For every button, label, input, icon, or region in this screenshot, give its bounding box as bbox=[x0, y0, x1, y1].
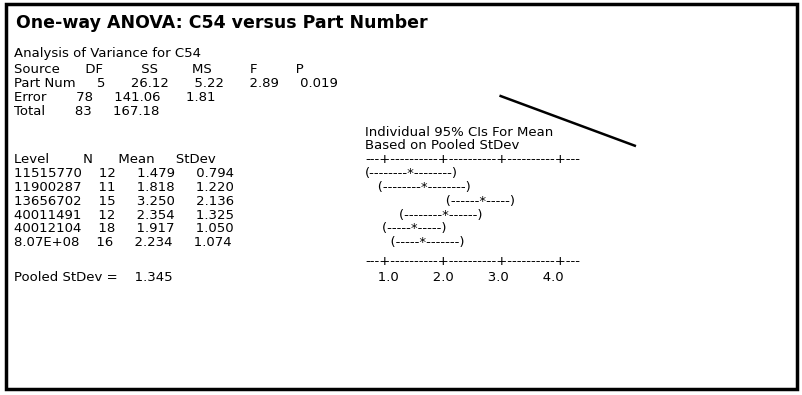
Text: Individual 95% CIs For Mean: Individual 95% CIs For Mean bbox=[365, 126, 553, 139]
Text: ---+----------+----------+----------+---: ---+----------+----------+----------+--- bbox=[365, 153, 580, 166]
Text: (------*-----): (------*-----) bbox=[365, 195, 515, 208]
Text: (--------*--------): (--------*--------) bbox=[365, 167, 458, 180]
Text: 11900287    11     1.818     1.220: 11900287 11 1.818 1.220 bbox=[14, 181, 234, 194]
Text: Pooled StDev =    1.345: Pooled StDev = 1.345 bbox=[14, 271, 173, 284]
Text: (--------*--------): (--------*--------) bbox=[365, 181, 471, 194]
Text: 11515770    12     1.479     0.794: 11515770 12 1.479 0.794 bbox=[14, 167, 234, 180]
Text: Total       83     167.18: Total 83 167.18 bbox=[14, 105, 160, 118]
Text: Based on Pooled StDev: Based on Pooled StDev bbox=[365, 139, 519, 152]
Text: (-----*-------): (-----*-------) bbox=[365, 236, 464, 249]
Text: Part Num     5      26.12      5.22      2.89     0.019: Part Num 5 26.12 5.22 2.89 0.019 bbox=[14, 77, 338, 90]
Text: 40012104    18     1.917     1.050: 40012104 18 1.917 1.050 bbox=[14, 222, 234, 235]
Text: (-----*-----): (-----*-----) bbox=[365, 222, 446, 235]
Text: 8.07E+08    16     2.234     1.074: 8.07E+08 16 2.234 1.074 bbox=[14, 236, 232, 249]
Text: (--------*------): (--------*------) bbox=[365, 209, 482, 222]
Text: Level        N      Mean     StDev: Level N Mean StDev bbox=[14, 153, 216, 166]
Text: Error       78     141.06      1.81: Error 78 141.06 1.81 bbox=[14, 91, 216, 104]
FancyBboxPatch shape bbox=[6, 4, 796, 389]
Text: 40011491    12     2.354     1.325: 40011491 12 2.354 1.325 bbox=[14, 209, 234, 222]
Text: Source      DF         SS        MS         F         P: Source DF SS MS F P bbox=[14, 63, 304, 76]
Text: One-way ANOVA: C54 versus Part Number: One-way ANOVA: C54 versus Part Number bbox=[16, 14, 427, 32]
Text: Analysis of Variance for C54: Analysis of Variance for C54 bbox=[14, 47, 201, 60]
Text: 13656702    15     3.250     2.136: 13656702 15 3.250 2.136 bbox=[14, 195, 234, 208]
Text: 1.0        2.0        3.0        4.0: 1.0 2.0 3.0 4.0 bbox=[365, 271, 563, 284]
Text: ---+----------+----------+----------+---: ---+----------+----------+----------+--- bbox=[365, 255, 580, 268]
